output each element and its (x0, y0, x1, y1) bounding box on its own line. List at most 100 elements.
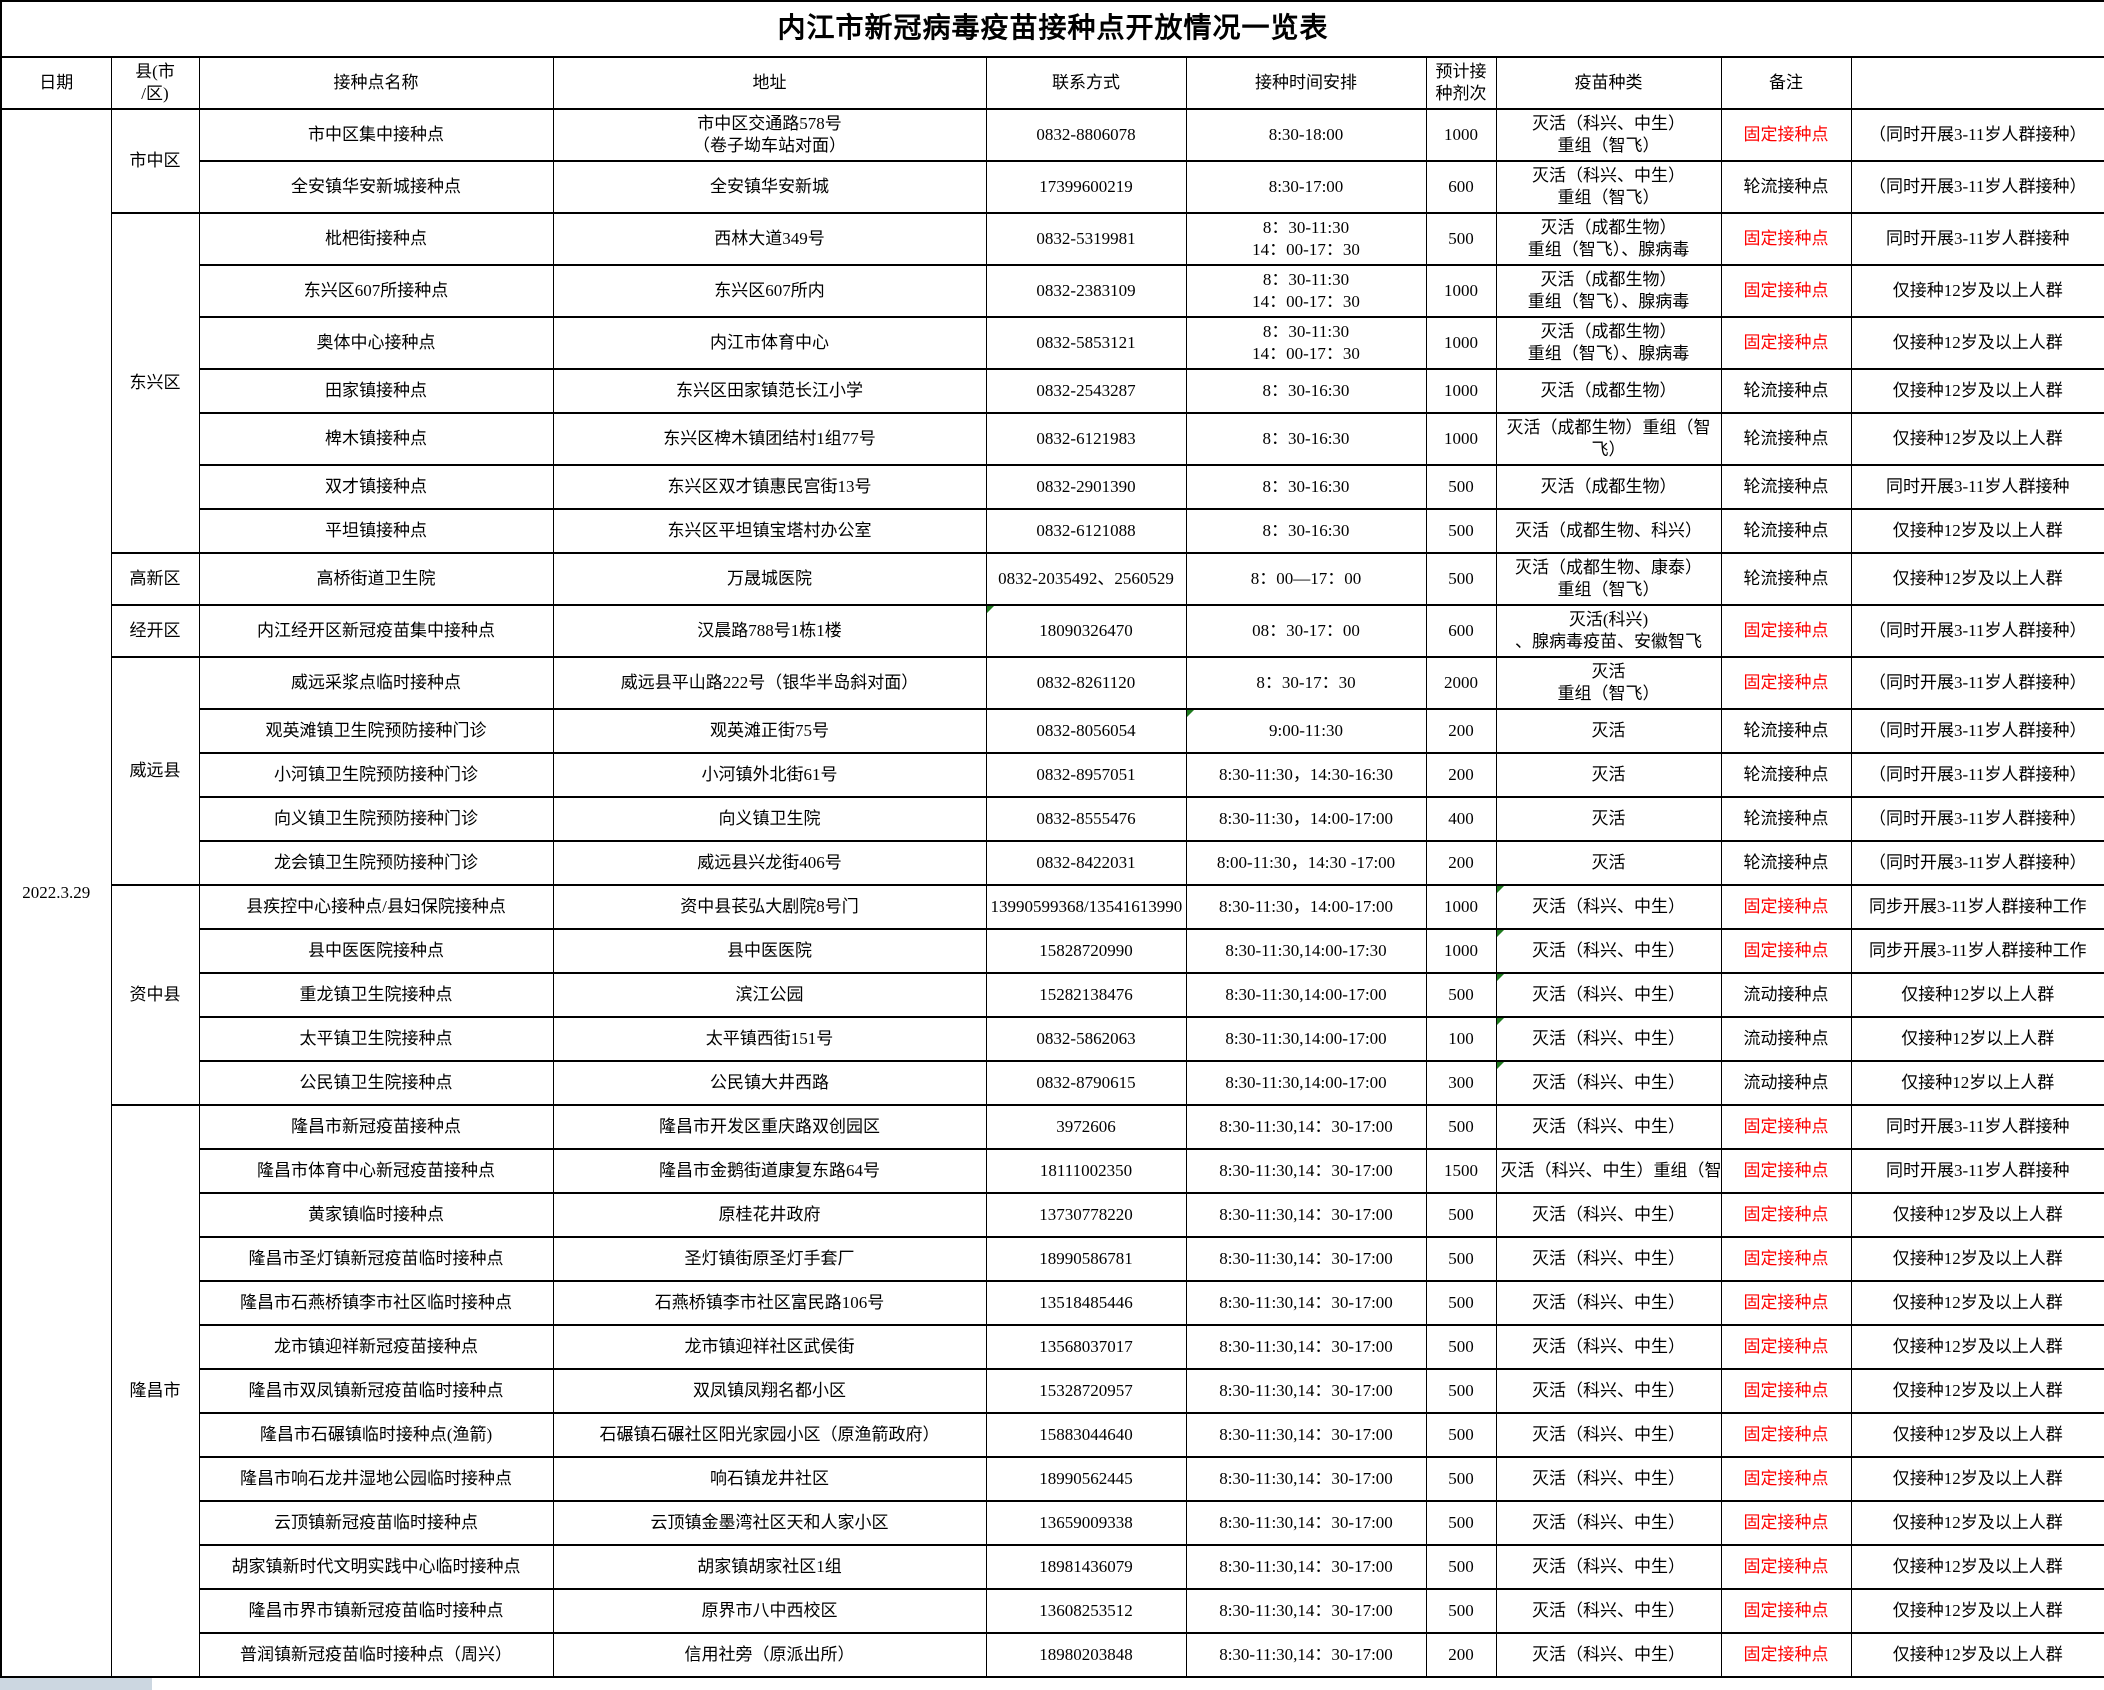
contact-cell: 0832-2543287 (985, 368, 1187, 414)
note-cell: 仅接种12岁以上人群 (1850, 1060, 2104, 1106)
site-name-cell: 隆昌市石燕桥镇李市社区临时接种点 (198, 1280, 554, 1326)
site-name-cell: 隆昌市界市镇新冠疫苗临时接种点 (198, 1588, 554, 1634)
district-cell: 高新区 (110, 552, 200, 606)
table-row: 龙会镇卫生院预防接种门诊 威远县兴龙街406号 0832-8422031 8:00-1… (1, 840, 2104, 886)
contact-cell: 15282138476 (985, 972, 1187, 1018)
contact-cell: 0832-8422031 (985, 840, 1187, 886)
district-cell: 资中县 (110, 884, 200, 1106)
site-name-cell: 全安镇华安新城接种点 (198, 160, 554, 214)
doses-cell: 1000 (1425, 928, 1497, 974)
time-cell: 8:30-18:00 (1185, 108, 1427, 162)
remark-cell: 固定接种点 (1720, 1104, 1852, 1150)
note-cell: 同时开展3-11岁人群接种 (1850, 212, 2104, 266)
site-name-cell: 隆昌市响石龙井湿地公园临时接种点 (198, 1456, 554, 1502)
doses-cell: 600 (1425, 604, 1497, 658)
site-name-cell: 隆昌市圣灯镇新冠疫苗临时接种点 (198, 1236, 554, 1282)
vaccine-cell: 灭活（成都生物）重组（智飞） (1495, 412, 1722, 466)
remark-cell: 固定接种点 (1720, 108, 1852, 162)
district-cell: 隆昌市 (110, 1104, 200, 1678)
contact-cell: 0832-5319981 (985, 212, 1187, 266)
address-cell: 汉晨路788号1栋1楼 (552, 604, 987, 658)
address-cell: 石燕桥镇李市社区富民路106号 (552, 1280, 987, 1326)
contact-cell: 0832-2035492、2560529 (985, 552, 1187, 606)
time-cell: 8：30-16:30 (1185, 464, 1427, 510)
note-cell: 仅接种12岁及以上人群 (1850, 1412, 2104, 1458)
address-cell: 小河镇外北街61号 (552, 752, 987, 798)
address-cell: 威远县兴龙街406号 (552, 840, 987, 886)
table-row: 重龙镇卫生院接种点 滨江公园 15282138476 8:30-11:30,14:00… (1, 972, 2104, 1018)
contact-cell: 0832-6121088 (985, 508, 1187, 554)
note-cell: 同步开展3-11岁人群接种工作 (1850, 884, 2104, 930)
note-cell: （同时开展3-11岁人群接种） (1850, 840, 2104, 886)
doses-cell: 200 (1425, 708, 1497, 754)
note-cell: （同时开展3-11岁人群接种） (1850, 160, 2104, 214)
address-cell: 资中县苌弘大剧院8号门 (552, 884, 987, 930)
time-cell: 8:30-11:30,14：30-17:00 (1185, 1500, 1427, 1546)
note-cell: 仅接种12岁及以上人群 (1850, 264, 2104, 318)
note-cell: （同时开展3-11岁人群接种） (1850, 796, 2104, 842)
time-cell: 8:30-11:30,14:00-17:00 (1185, 1016, 1427, 1062)
contact-cell: 0832-8555476 (985, 796, 1187, 842)
site-name-cell: 隆昌市体育中心新冠疫苗接种点 (198, 1148, 554, 1194)
site-name-cell: 双才镇接种点 (198, 464, 554, 510)
note-cell: 仅接种12岁及以上人群 (1850, 1588, 2104, 1634)
address-cell: 西林大道349号 (552, 212, 987, 266)
vaccine-cell: 灭活（科兴、中生） (1495, 928, 1722, 974)
remark-cell: 固定接种点 (1720, 1588, 1852, 1634)
vaccine-cell: 灭活（成都生物、康泰） 重组（智飞） (1495, 552, 1722, 606)
site-name-cell: 椑木镇接种点 (198, 412, 554, 466)
doses-cell: 500 (1425, 1368, 1497, 1414)
note-cell: 同时开展3-11岁人群接种 (1850, 1148, 2104, 1194)
vaccine-cell: 灭活 (1495, 796, 1722, 842)
address-cell: 威远县平山路222号（银华半岛斜对面） (552, 656, 987, 710)
time-cell: 8：30-16:30 (1185, 508, 1427, 554)
table-row: 东兴区 枇杷街接种点 西林大道349号 0832-5319981 8：30-11:30 … (1, 212, 2104, 554)
col-header-time: 接种时间安排 (1185, 56, 1427, 110)
note-cell: 仅接种12岁及以上人群 (1850, 316, 2104, 370)
title-row: 内江市新冠病毒疫苗接种点开放情况一览表 (0, 0, 2104, 58)
note-cell: 同时开展3-11岁人群接种 (1850, 464, 2104, 510)
contact-cell: 13568037017 (985, 1324, 1187, 1370)
time-cell: 8:30-11:30,14:00-17:30 (1185, 928, 1427, 974)
site-name-cell: 普润镇新冠疫苗临时接种点（周兴） (198, 1632, 554, 1678)
table-row: 平坦镇接种点 东兴区平坦镇宝塔村办公室 0832-6121088 8：30-16:30… (1, 508, 2104, 554)
vaccine-cell: 灭活（科兴、中生） (1495, 1632, 1722, 1678)
table-row: 隆昌市双凤镇新冠疫苗临时接种点 双凤镇凤翔名都小区 15328720957 8:30-… (1, 1368, 2104, 1414)
doses-cell: 300 (1425, 1060, 1497, 1106)
time-cell: 8:30-11:30,14：30-17:00 (1185, 1280, 1427, 1326)
doses-cell: 500 (1425, 972, 1497, 1018)
remark-cell: 流动接种点 (1720, 1060, 1852, 1106)
contact-cell: 0832-5862063 (985, 1016, 1187, 1062)
table-row: 观英滩镇卫生院预防接种门诊 观英滩正街75号 0832-8056054 9:00-11… (1, 708, 2104, 754)
site-name-cell: 重龙镇卫生院接种点 (198, 972, 554, 1018)
site-name-cell: 隆昌市双凤镇新冠疫苗临时接种点 (198, 1368, 554, 1414)
address-cell: 向义镇卫生院 (552, 796, 987, 842)
doses-cell: 500 (1425, 1104, 1497, 1150)
district-cell: 东兴区 (110, 212, 200, 554)
vaccine-cell: 灭活 重组（智飞） (1495, 656, 1722, 710)
table-row: 太平镇卫生院接种点 太平镇西街151号 0832-5862063 8:30-11:30… (1, 1016, 2104, 1062)
site-name-cell: 隆昌市新冠疫苗接种点 (198, 1104, 554, 1150)
remark-cell: 固定接种点 (1720, 1236, 1852, 1282)
address-cell: 双凤镇凤翔名都小区 (552, 1368, 987, 1414)
site-name-cell: 龙市镇迎祥新冠疫苗接种点 (198, 1324, 554, 1370)
time-cell: 8:30-11:30,14：30-17:00 (1185, 1544, 1427, 1590)
site-name-cell: 东兴区607所接种点 (198, 264, 554, 318)
site-name-cell: 高桥街道卫生院 (198, 552, 554, 606)
contact-cell: 0832-5853121 (985, 316, 1187, 370)
address-cell: 原桂花井政府 (552, 1192, 987, 1238)
note-cell: 仅接种12岁及以上人群 (1850, 1456, 2104, 1502)
contact-cell: 0832-2901390 (985, 464, 1187, 510)
doses-cell: 500 (1425, 1544, 1497, 1590)
site-name-cell: 云顶镇新冠疫苗临时接种点 (198, 1500, 554, 1546)
site-name-cell: 平坦镇接种点 (198, 508, 554, 554)
remark-cell: 固定接种点 (1720, 604, 1852, 658)
remark-cell: 固定接种点 (1720, 1280, 1852, 1326)
vaccine-cell: 灭活（科兴、中生） (1495, 1588, 1722, 1634)
address-cell: 全安镇华安新城 (552, 160, 987, 214)
page-title: 内江市新冠病毒疫苗接种点开放情况一览表 (0, 0, 2104, 58)
contact-cell: 0832-8790615 (985, 1060, 1187, 1106)
doses-cell: 600 (1425, 160, 1497, 214)
note-cell: 同时开展3-11岁人群接种 (1850, 1104, 2104, 1150)
doses-cell: 500 (1425, 464, 1497, 510)
